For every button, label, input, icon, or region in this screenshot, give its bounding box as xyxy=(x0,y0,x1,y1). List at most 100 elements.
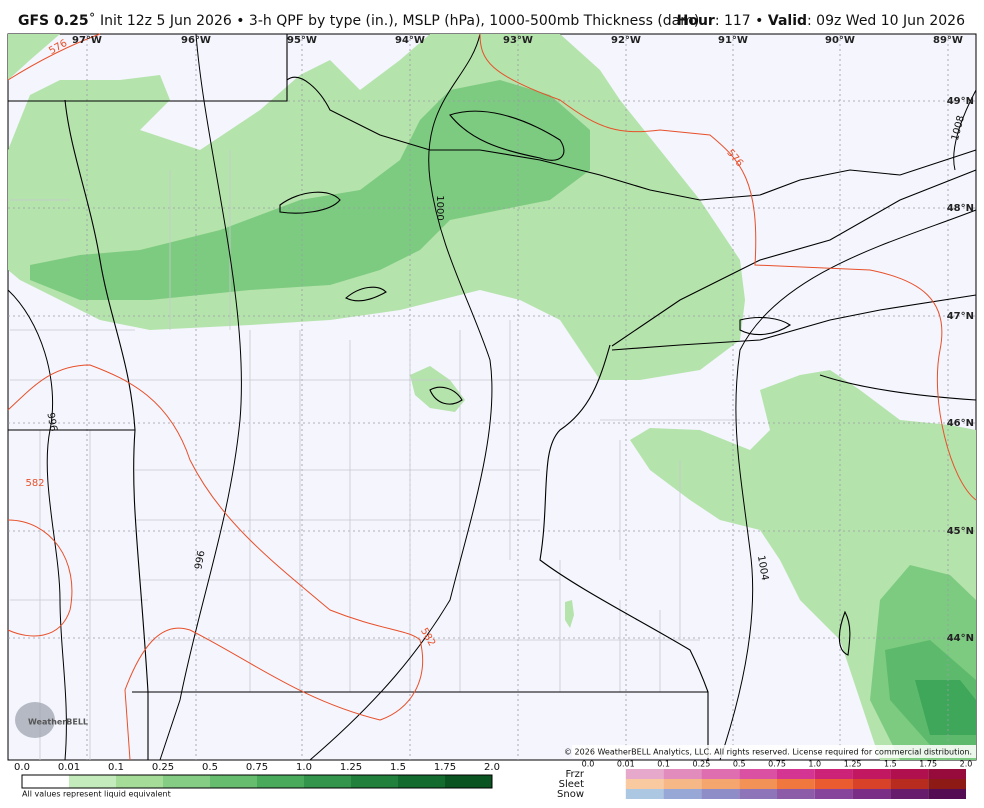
colorbar-segment xyxy=(22,775,69,788)
longitude-label: 91°W xyxy=(718,35,748,46)
colorbar-tick-label: 1.5 xyxy=(390,762,406,773)
colorbar-tick-label: 1.25 xyxy=(340,762,362,773)
type-segment xyxy=(739,789,777,799)
longitude-label: 89°W xyxy=(933,35,963,46)
type-tick-label: 0.0 xyxy=(582,760,595,769)
hour-label: Hour xyxy=(677,13,715,29)
type-segment xyxy=(663,779,702,789)
colorbar-segment xyxy=(445,775,492,788)
type-segment xyxy=(701,769,740,779)
isobar-label: 996 xyxy=(193,550,207,571)
type-segment xyxy=(701,789,740,799)
type-segment xyxy=(814,769,853,779)
type-tick-label: 0.01 xyxy=(617,760,635,769)
colorbar-tick-label: 2.0 xyxy=(484,762,500,773)
type-segment xyxy=(890,769,929,779)
latitude-label: 44°N xyxy=(947,633,974,644)
type-name: Snow xyxy=(557,789,584,800)
longitude-label: 94°W xyxy=(395,35,425,46)
type-name: Sleet xyxy=(559,779,584,790)
thickness-lines xyxy=(7,33,977,761)
colorbar-segment xyxy=(257,775,304,788)
type-segment xyxy=(701,779,740,789)
boundaries xyxy=(8,34,977,760)
type-segment xyxy=(928,779,966,789)
type-segment xyxy=(814,779,853,789)
type-tick-label: 1.25 xyxy=(844,760,862,769)
latitude-label: 45°N xyxy=(947,526,974,537)
colorbar-segment xyxy=(304,775,351,788)
longitude-label: 97°W xyxy=(72,35,102,46)
labels: GFS 0.25˚ Init 12z 5 Jun 2026 • 3-h QPF … xyxy=(14,12,976,800)
type-segment xyxy=(928,769,966,779)
colorbar-segment xyxy=(398,775,445,788)
type-segment xyxy=(852,769,891,779)
colorbar-tick-label: 0.25 xyxy=(152,762,174,773)
isobar-label: 996 xyxy=(44,412,58,433)
type-segment xyxy=(852,779,891,789)
longitude-label: 90°W xyxy=(825,35,855,46)
logo-mark xyxy=(15,702,55,738)
map xyxy=(7,33,977,761)
colorbar-outline xyxy=(21,774,493,789)
valid-label: Valid xyxy=(768,13,807,29)
longitude-label: 93°W xyxy=(503,35,533,46)
type-segment xyxy=(663,769,702,779)
type-tick-label: 0.1 xyxy=(657,760,670,769)
latitude-label: 46°N xyxy=(947,418,974,429)
type-tick-label: 2.0 xyxy=(960,760,973,769)
qpf-heaviest xyxy=(915,680,976,735)
type-tick-label: 0.75 xyxy=(768,760,786,769)
latitude-label: 49°N xyxy=(947,96,974,107)
colorbar-tick-label: 0.75 xyxy=(246,762,268,773)
type-segment xyxy=(928,789,966,799)
title-description: ˚ Init 12z 5 Jun 2026 • 3-h QPF by type … xyxy=(89,12,700,29)
latitude-label: 47°N xyxy=(947,311,974,322)
colorbar-segment xyxy=(210,775,257,788)
colorbar-segment xyxy=(351,775,398,788)
logo-text: WeatherBELL xyxy=(28,718,88,727)
longitude-label: 95°W xyxy=(287,35,317,46)
copyright-bg xyxy=(572,745,976,758)
type-segment xyxy=(625,769,664,779)
colorbar-segment xyxy=(163,775,210,788)
isobars xyxy=(7,33,977,761)
colorbar-tick-label: 0.1 xyxy=(108,762,124,773)
valid-value: : 09z Wed 10 Jun 2026 xyxy=(807,13,965,29)
type-tick-label: 1.0 xyxy=(808,760,821,769)
colorbar-tick-label: 0.01 xyxy=(58,762,80,773)
type-tick-label: 1.5 xyxy=(884,760,897,769)
isobar-label: 1000 xyxy=(434,195,445,220)
type-segment xyxy=(777,779,815,789)
colorbar-segment xyxy=(116,775,163,788)
type-segment xyxy=(890,789,929,799)
isobar-label: 1004 xyxy=(755,555,770,582)
colorbar-tick-label: 0.5 xyxy=(202,762,218,773)
thickness-label: 582 xyxy=(25,478,44,489)
type-segment xyxy=(663,789,702,799)
type-segment xyxy=(814,789,853,799)
longitude-label: 96°W xyxy=(181,35,211,46)
type-segment xyxy=(739,769,777,779)
colorbar-tick-label: 0.0 xyxy=(14,762,30,773)
type-name: Frzr xyxy=(566,769,585,780)
colorbar-segment xyxy=(69,775,116,788)
title: GFS 0.25˚ Init 12z 5 Jun 2026 • 3-h QPF … xyxy=(18,12,699,29)
type-segment xyxy=(777,769,815,779)
type-tick-label: 0.25 xyxy=(692,760,710,769)
type-segment xyxy=(739,779,777,789)
longitude-label: 92°W xyxy=(611,35,641,46)
colorbar-note: All values represent liquid equivalent xyxy=(22,790,171,799)
hour-value: : 117 • xyxy=(715,13,768,29)
type-segment xyxy=(625,779,664,789)
type-segment xyxy=(777,789,815,799)
colorbar-tick-label: 1.75 xyxy=(434,762,456,773)
model-name: GFS 0.25 xyxy=(18,13,89,29)
type-segment xyxy=(852,789,891,799)
county-lines xyxy=(10,150,740,760)
colorbar-tick-label: 1.0 xyxy=(296,762,312,773)
type-segment xyxy=(890,779,929,789)
type-tick-label: 1.75 xyxy=(919,760,937,769)
type-tick-label: 0.5 xyxy=(733,760,746,769)
